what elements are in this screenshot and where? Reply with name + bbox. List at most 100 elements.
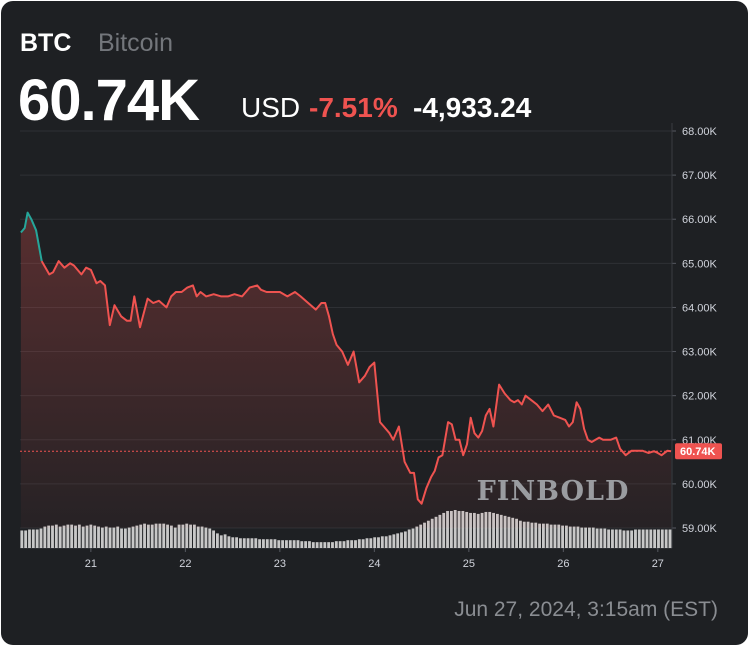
- volume-bar: [653, 529, 657, 548]
- volume-bar: [254, 538, 258, 548]
- volume-bar: [380, 536, 384, 548]
- y-tick-label: 68.00K: [682, 126, 718, 138]
- y-tick-label: 67.00K: [682, 170, 718, 182]
- volume-bar: [622, 530, 626, 548]
- volume-bar: [568, 526, 572, 548]
- volume-bar: [649, 529, 653, 548]
- volume-bar: [273, 539, 277, 548]
- volume-bar: [227, 536, 231, 548]
- volume-bar: [323, 542, 327, 548]
- volume-bar: [31, 529, 35, 548]
- volume-bar: [584, 527, 588, 548]
- volume-bar: [250, 538, 254, 548]
- volume-bar: [281, 540, 285, 548]
- volume-bar: [112, 527, 116, 548]
- volume-bar: [216, 533, 219, 548]
- volume-bar: [200, 526, 204, 548]
- volume-bar: [70, 524, 74, 548]
- volume-bar: [611, 529, 614, 548]
- volume-bar: [664, 529, 668, 548]
- volume-bar: [484, 511, 488, 548]
- volume-bar: [657, 529, 660, 548]
- volume-bar: [285, 540, 288, 548]
- volume-bar: [599, 528, 603, 548]
- volume-bar: [219, 535, 223, 548]
- volume-bar: [641, 529, 645, 548]
- volume-bar: [28, 529, 31, 548]
- volume-bar: [181, 524, 185, 548]
- volume-bar: [196, 526, 200, 548]
- asset-name: Bitcoin: [98, 29, 174, 57]
- volume-bar: [173, 527, 177, 548]
- volume-bar: [185, 523, 189, 548]
- volume-bar: [327, 542, 331, 548]
- volume-bar: [645, 529, 649, 548]
- volume-bar: [74, 525, 77, 548]
- volume-bar: [522, 521, 526, 548]
- volume-bar: [457, 510, 461, 548]
- volume-bar: [384, 536, 388, 548]
- volume-bar: [292, 540, 296, 548]
- volume-bar: [135, 525, 139, 548]
- volume-bar: [576, 526, 580, 548]
- volume-bar: [204, 527, 208, 548]
- volume-bar: [242, 538, 246, 548]
- ticker-symbol: BTC: [20, 29, 72, 57]
- volume-bar: [542, 523, 545, 548]
- volume-bar: [342, 541, 346, 548]
- volume-bar: [618, 529, 622, 548]
- volume-bar: [588, 527, 591, 548]
- volume-bar: [423, 522, 426, 548]
- volume-bar: [54, 524, 58, 548]
- volume-bar: [62, 525, 66, 548]
- volume-bar: [39, 528, 43, 548]
- volume-bar: [415, 526, 419, 548]
- volume-bar: [51, 525, 54, 548]
- volume-bar: [530, 522, 534, 548]
- volume-bar: [277, 540, 281, 548]
- volume-bar: [603, 528, 607, 548]
- volume-bar: [35, 529, 39, 548]
- volume-bar: [166, 524, 169, 548]
- volume-bar: [526, 521, 530, 548]
- volume-bar: [315, 542, 319, 548]
- x-tick-label: 25: [463, 558, 475, 570]
- volume-bar: [557, 524, 561, 548]
- volume-bar: [304, 541, 308, 548]
- volume-bar: [400, 532, 403, 548]
- volume-bar: [143, 523, 146, 548]
- volume-bar: [81, 526, 85, 548]
- volume-bar: [296, 540, 300, 548]
- volume-bar: [365, 538, 369, 548]
- volume-bar: [660, 529, 664, 548]
- volume-bar: [311, 542, 315, 548]
- volume-bar: [120, 528, 123, 548]
- last-price-label: 60.74K: [680, 446, 716, 458]
- y-tick-label: 60.00K: [682, 479, 718, 491]
- y-axis-ticks: 68.00K 67.00K 66.00K 65.00K 64.00K 63.00K 62.0…: [671, 123, 718, 548]
- volume-bar: [565, 525, 568, 548]
- volume-bar: [591, 527, 595, 548]
- timestamp: Jun 27, 2024, 3:15am (EST): [454, 598, 718, 621]
- volume-bar: [396, 533, 400, 548]
- volume-bar: [377, 537, 380, 548]
- volume-bar: [553, 524, 557, 548]
- volume-bar: [331, 542, 334, 548]
- volume-bar: [20, 530, 24, 548]
- watermark: FINBOLD: [477, 476, 630, 507]
- volume-bar: [480, 512, 484, 548]
- volume-bar: [373, 537, 377, 548]
- change-percent: -7.51%: [309, 92, 398, 123]
- volume-bar: [492, 512, 495, 548]
- volume-bar: [192, 524, 196, 548]
- volume-bar: [461, 510, 465, 548]
- volume-bar: [139, 524, 143, 548]
- volume-bar: [572, 526, 576, 548]
- volume-bar: [438, 514, 442, 548]
- x-tick-label: 27: [652, 558, 664, 570]
- volume-bar: [169, 525, 173, 548]
- x-tick-label: 24: [368, 558, 380, 570]
- volume-bar: [93, 525, 97, 548]
- volume-bar: [630, 530, 634, 548]
